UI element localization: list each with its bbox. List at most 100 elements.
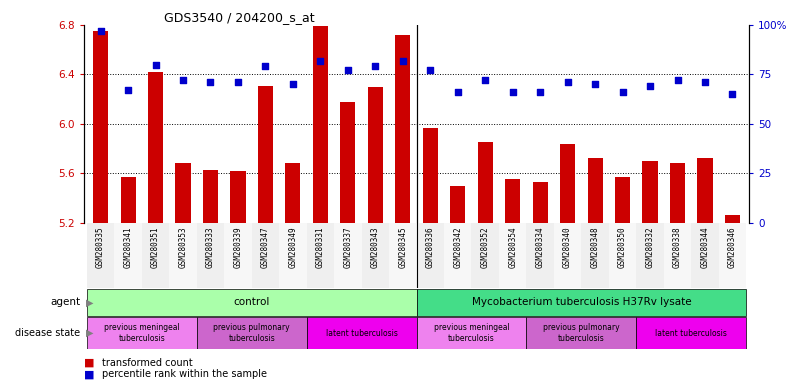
Text: GSM280344: GSM280344 <box>701 226 710 268</box>
Bar <box>533 182 548 223</box>
Bar <box>417 223 444 288</box>
Text: GSM280331: GSM280331 <box>316 226 325 268</box>
Bar <box>472 223 499 288</box>
Bar <box>615 177 630 223</box>
Bar <box>307 318 417 349</box>
Text: disease state: disease state <box>15 328 80 338</box>
Text: GSM280336: GSM280336 <box>426 226 435 268</box>
Bar <box>87 223 115 288</box>
Bar <box>642 161 658 223</box>
Bar <box>148 72 163 223</box>
Text: GSM280354: GSM280354 <box>508 226 517 268</box>
Text: Mycobacterium tuberculosis H37Rv lysate: Mycobacterium tuberculosis H37Rv lysate <box>472 297 691 308</box>
Text: control: control <box>234 297 270 308</box>
Text: GSM280335: GSM280335 <box>96 226 105 268</box>
Bar <box>560 144 575 223</box>
Point <box>424 67 437 73</box>
Bar <box>499 223 526 288</box>
Text: GSM280346: GSM280346 <box>728 226 737 268</box>
Point <box>506 89 519 95</box>
Text: previous pulmonary
tuberculosis: previous pulmonary tuberculosis <box>543 323 620 343</box>
Bar <box>444 223 472 288</box>
Bar <box>307 223 334 288</box>
Bar <box>93 31 108 223</box>
Point <box>95 28 107 34</box>
Bar <box>670 164 685 223</box>
Bar <box>115 223 142 288</box>
Bar <box>477 142 493 223</box>
Text: GDS3540 / 204200_s_at: GDS3540 / 204200_s_at <box>164 11 315 24</box>
Text: GSM280345: GSM280345 <box>398 226 407 268</box>
Bar <box>725 215 740 223</box>
Point <box>259 63 272 70</box>
Text: ▶: ▶ <box>86 328 93 338</box>
Point <box>287 81 300 88</box>
Bar <box>175 164 191 223</box>
Point <box>616 89 629 95</box>
Point <box>451 89 464 95</box>
Point <box>231 79 244 85</box>
Text: latent tuberculosis: latent tuberculosis <box>326 329 397 338</box>
Text: GSM280338: GSM280338 <box>673 226 682 268</box>
Bar <box>609 223 636 288</box>
Bar <box>588 159 602 223</box>
Text: GSM280337: GSM280337 <box>344 226 352 268</box>
Bar <box>450 185 465 223</box>
Bar <box>664 223 691 288</box>
Text: GSM280353: GSM280353 <box>179 226 187 268</box>
Bar <box>636 223 664 288</box>
Bar <box>231 171 245 223</box>
Text: GSM280341: GSM280341 <box>123 226 132 268</box>
Bar <box>285 164 300 223</box>
Bar <box>258 86 273 223</box>
Bar <box>691 223 718 288</box>
Point <box>369 63 382 70</box>
Bar <box>582 223 609 288</box>
Bar <box>361 223 389 288</box>
Text: transformed count: transformed count <box>102 358 192 368</box>
Bar <box>526 223 553 288</box>
Point <box>204 79 217 85</box>
Text: GSM280342: GSM280342 <box>453 226 462 268</box>
Text: GSM280343: GSM280343 <box>371 226 380 268</box>
Bar <box>389 223 417 288</box>
Point <box>122 87 135 93</box>
Text: previous meningeal
tuberculosis: previous meningeal tuberculosis <box>104 323 179 343</box>
Bar <box>224 223 252 288</box>
Point <box>149 61 162 68</box>
Text: GSM280351: GSM280351 <box>151 226 160 268</box>
Text: GSM280340: GSM280340 <box>563 226 572 268</box>
Point <box>726 91 739 97</box>
Bar <box>197 318 307 349</box>
Text: GSM280350: GSM280350 <box>618 226 627 268</box>
Bar <box>526 318 636 349</box>
Bar <box>553 223 582 288</box>
Bar <box>395 35 410 223</box>
Text: GSM280347: GSM280347 <box>261 226 270 268</box>
Bar <box>340 102 356 223</box>
Bar <box>334 223 361 288</box>
Bar <box>313 26 328 223</box>
Point <box>176 77 189 83</box>
Bar <box>252 223 280 288</box>
Text: GSM280348: GSM280348 <box>590 226 600 268</box>
Text: latent tuberculosis: latent tuberculosis <box>655 329 727 338</box>
Bar <box>120 177 135 223</box>
Bar <box>87 289 417 316</box>
Bar <box>636 318 747 349</box>
Point <box>533 89 546 95</box>
Point <box>341 67 354 73</box>
Bar <box>280 223 307 288</box>
Point <box>396 58 409 64</box>
Point <box>698 79 711 85</box>
Bar <box>169 223 197 288</box>
Point <box>479 77 492 83</box>
Text: previous meningeal
tuberculosis: previous meningeal tuberculosis <box>433 323 509 343</box>
Point <box>589 81 602 88</box>
Bar <box>505 179 520 223</box>
Text: GSM280339: GSM280339 <box>233 226 243 268</box>
Bar <box>718 223 747 288</box>
Bar <box>197 223 224 288</box>
Text: ■: ■ <box>84 358 95 368</box>
Point <box>671 77 684 83</box>
